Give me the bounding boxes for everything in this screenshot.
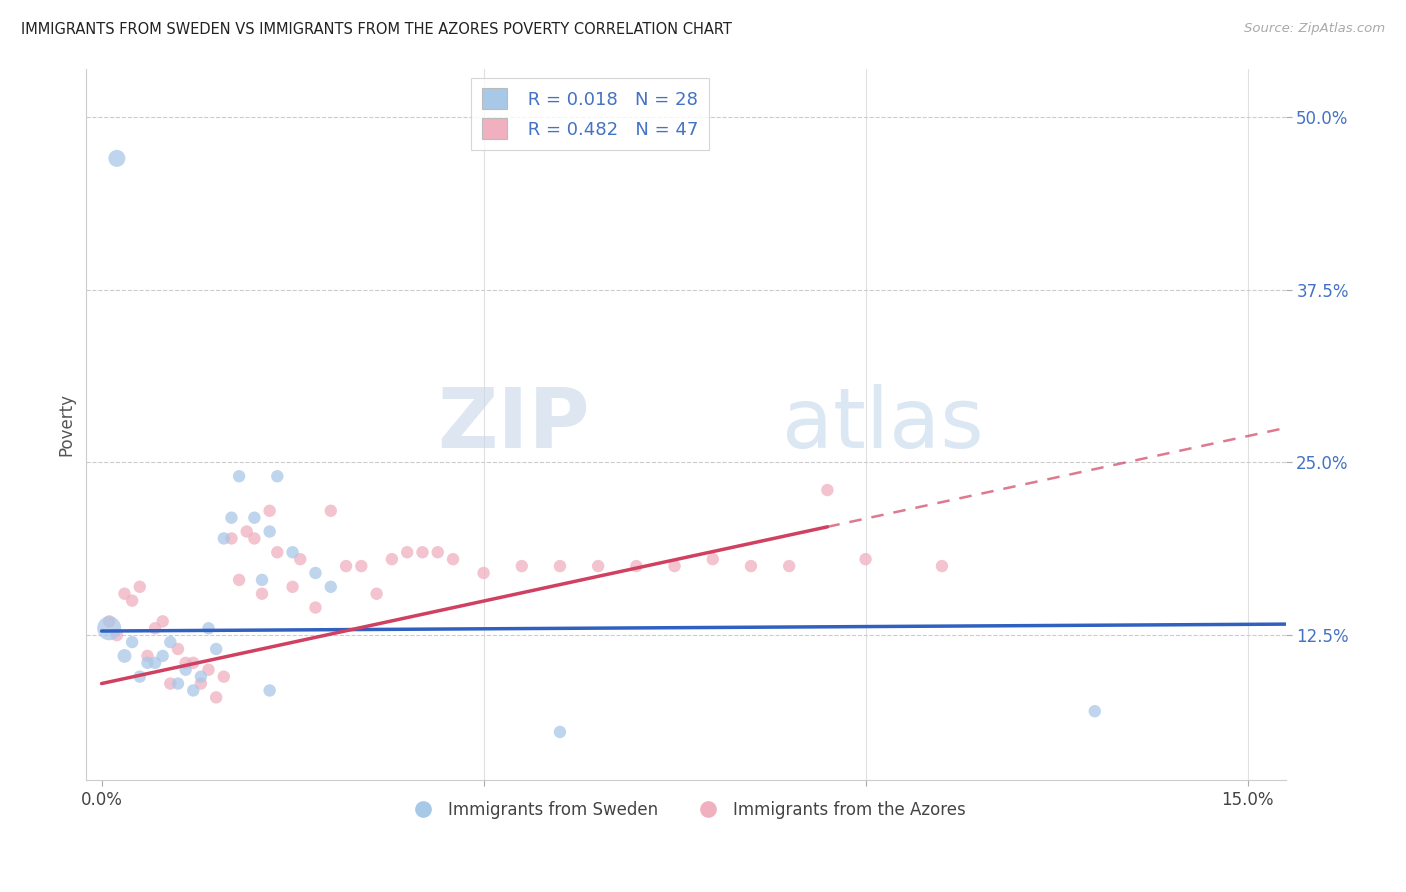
- Point: [259, 504, 281, 518]
- Text: atlas: atlas: [782, 384, 984, 465]
- Point: [136, 648, 159, 663]
- Point: [281, 545, 304, 559]
- Point: [426, 545, 449, 559]
- Point: [105, 628, 128, 642]
- Y-axis label: Poverty: Poverty: [58, 392, 75, 456]
- Point: [181, 683, 204, 698]
- Point: [174, 656, 197, 670]
- Point: [259, 524, 281, 539]
- Point: [366, 587, 388, 601]
- Point: [510, 559, 533, 574]
- Point: [548, 559, 571, 574]
- Point: [250, 587, 273, 601]
- Point: [815, 483, 838, 497]
- Point: [304, 600, 326, 615]
- Point: [121, 635, 143, 649]
- Point: [152, 648, 174, 663]
- Point: [128, 670, 150, 684]
- Point: [212, 532, 235, 546]
- Point: [228, 469, 250, 483]
- Point: [98, 615, 121, 629]
- Point: [702, 552, 724, 566]
- Point: [740, 559, 762, 574]
- Point: [335, 559, 357, 574]
- Point: [121, 593, 143, 607]
- Point: [350, 559, 373, 574]
- Point: [105, 152, 128, 166]
- Point: [143, 656, 166, 670]
- Point: [855, 552, 877, 566]
- Point: [319, 504, 342, 518]
- Point: [143, 621, 166, 635]
- Point: [167, 642, 190, 657]
- Point: [167, 676, 190, 690]
- Point: [396, 545, 419, 559]
- Point: [190, 670, 212, 684]
- Point: [281, 580, 304, 594]
- Point: [152, 615, 174, 629]
- Point: [931, 559, 953, 574]
- Point: [319, 580, 342, 594]
- Point: [114, 648, 136, 663]
- Point: [181, 656, 204, 670]
- Point: [259, 683, 281, 698]
- Point: [212, 670, 235, 684]
- Text: IMMIGRANTS FROM SWEDEN VS IMMIGRANTS FROM THE AZORES POVERTY CORRELATION CHART: IMMIGRANTS FROM SWEDEN VS IMMIGRANTS FRO…: [21, 22, 733, 37]
- Point: [243, 510, 266, 524]
- Point: [128, 580, 150, 594]
- Point: [174, 663, 197, 677]
- Point: [190, 676, 212, 690]
- Point: [205, 690, 228, 705]
- Point: [626, 559, 648, 574]
- Point: [778, 559, 800, 574]
- Point: [197, 663, 219, 677]
- Point: [548, 725, 571, 739]
- Legend: Immigrants from Sweden, Immigrants from the Azores: Immigrants from Sweden, Immigrants from …: [399, 794, 973, 825]
- Point: [98, 621, 121, 635]
- Text: Source: ZipAtlas.com: Source: ZipAtlas.com: [1244, 22, 1385, 36]
- Point: [381, 552, 404, 566]
- Point: [159, 676, 181, 690]
- Point: [228, 573, 250, 587]
- Point: [304, 566, 326, 580]
- Point: [243, 532, 266, 546]
- Point: [114, 587, 136, 601]
- Point: [221, 510, 243, 524]
- Point: [136, 656, 159, 670]
- Point: [586, 559, 609, 574]
- Point: [664, 559, 686, 574]
- Point: [441, 552, 464, 566]
- Text: ZIP: ZIP: [437, 384, 591, 465]
- Point: [221, 532, 243, 546]
- Point: [250, 573, 273, 587]
- Point: [1084, 704, 1107, 718]
- Point: [290, 552, 312, 566]
- Point: [472, 566, 495, 580]
- Point: [266, 545, 288, 559]
- Point: [266, 469, 288, 483]
- Point: [197, 621, 219, 635]
- Point: [235, 524, 257, 539]
- Point: [205, 642, 228, 657]
- Point: [159, 635, 181, 649]
- Point: [411, 545, 433, 559]
